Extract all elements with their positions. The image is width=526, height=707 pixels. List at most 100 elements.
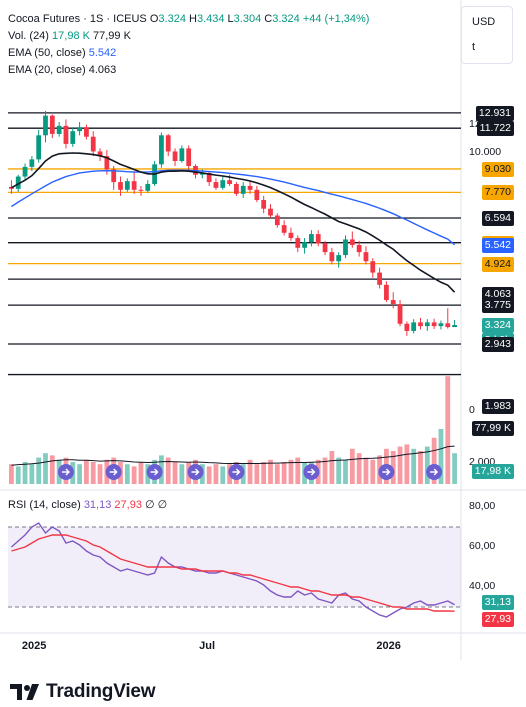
ema20-legend[interactable]: EMA (20, close) 4.063 xyxy=(8,63,116,77)
ema20-value: 4.063 xyxy=(88,64,117,76)
price-label[interactable]: 6.594 xyxy=(481,211,514,227)
price-label[interactable]: 3.775 xyxy=(481,298,514,314)
volume-bar xyxy=(363,457,369,484)
candle-body xyxy=(424,322,430,327)
price-label[interactable]: 7.770 xyxy=(481,185,514,201)
candle-body xyxy=(315,234,321,244)
price-label[interactable]: 12.931 xyxy=(475,105,514,121)
price-label[interactable]: 4.063 xyxy=(481,286,514,302)
ema50-value: 5.542 xyxy=(88,47,117,59)
candle-body xyxy=(343,239,348,256)
open-value: 3.324 xyxy=(158,13,186,25)
candle-body xyxy=(9,186,14,189)
price-label[interactable]: 1.983 xyxy=(481,398,514,414)
volume-bar xyxy=(213,464,219,484)
volume-bar xyxy=(343,459,348,484)
volume-bar xyxy=(179,464,185,484)
volume-bar xyxy=(424,446,430,484)
rsi-legend[interactable]: RSI (14, close) 31,13 27,93 ∅ ∅ xyxy=(8,498,167,512)
volume-ma-line xyxy=(11,445,455,466)
rsi-label[interactable]: 27,93 xyxy=(481,612,514,627)
candle-body xyxy=(274,215,280,226)
price-label[interactable]: 2.943 xyxy=(481,337,514,352)
time-axis-label: 2026 xyxy=(376,640,401,652)
candle-body xyxy=(247,185,253,190)
volume-label[interactable]: 17,98 K xyxy=(471,464,514,479)
volume-bar xyxy=(254,464,260,484)
volume-bar xyxy=(261,462,267,484)
volume-ma-value: 77,99 K xyxy=(93,30,131,42)
candle-body xyxy=(227,180,232,184)
rsi-extra-1: ∅ xyxy=(145,499,155,511)
candle-body xyxy=(199,172,205,175)
candle-body xyxy=(179,148,185,162)
candle-body xyxy=(445,323,451,328)
candle-body xyxy=(349,239,355,245)
price-label[interactable]: 4.924 xyxy=(481,256,514,272)
event-marker-arrow xyxy=(232,468,241,476)
time-axis-label: 2025 xyxy=(21,640,47,652)
volume-legend[interactable]: Vol. (24) 17,98 K 77,99 K xyxy=(8,29,131,43)
price-tick-label: 10.000 xyxy=(469,146,502,158)
candle-body xyxy=(431,322,437,327)
tradingview-logo[interactable]: TradingView xyxy=(10,680,156,704)
event-marker-arrow xyxy=(61,468,70,476)
volume-bar xyxy=(431,437,437,484)
brand-name: TradingView xyxy=(46,681,156,702)
high-label: H xyxy=(189,13,197,25)
candle-body xyxy=(281,225,287,233)
candle-body xyxy=(104,156,110,170)
tradingview-logo-icon xyxy=(10,684,39,700)
candle-body xyxy=(397,304,403,324)
rsi-value: 31,13 xyxy=(83,499,112,511)
candle-body xyxy=(254,189,260,201)
volume-bar xyxy=(43,453,48,484)
volume-bar xyxy=(36,457,42,484)
candle-body xyxy=(261,200,267,209)
candle-body xyxy=(220,180,226,188)
candle-body xyxy=(438,323,444,327)
candle-body xyxy=(240,185,246,194)
candle-body xyxy=(172,151,178,162)
volume-bar xyxy=(356,453,362,484)
price-label[interactable]: 11.722 xyxy=(476,121,514,137)
candle-body xyxy=(309,234,314,243)
candle-body xyxy=(36,135,42,160)
volume-bar xyxy=(349,448,355,484)
volume-bar xyxy=(9,464,14,484)
candle-body xyxy=(186,148,192,167)
candle-body xyxy=(131,181,137,190)
currency-button[interactable]: USD t xyxy=(461,6,513,64)
candle-body xyxy=(159,135,164,165)
rsi-label[interactable]: 31,13 xyxy=(481,595,514,610)
volume-bar xyxy=(84,459,89,484)
candle-body xyxy=(70,131,76,144)
volume-bar xyxy=(370,459,376,484)
candle-body xyxy=(29,159,35,167)
volume-bar xyxy=(124,464,130,484)
volume-label[interactable]: 77,99 K xyxy=(471,421,514,436)
candle-body xyxy=(15,176,21,189)
volume-bar xyxy=(288,459,294,484)
candle-body xyxy=(268,208,273,216)
rsi-band xyxy=(8,527,461,607)
rsi-ma-value: 27,93 xyxy=(114,499,142,511)
volume-bar xyxy=(438,429,444,484)
candle-body xyxy=(206,172,212,183)
symbol-legend[interactable]: Cocoa Futures · 1S · ICEUS O3.324 H3.434… xyxy=(8,12,369,26)
candle-body xyxy=(418,322,423,327)
candle-body xyxy=(49,115,55,134)
price-label[interactable]: 5.542 xyxy=(481,238,514,254)
close-value: 3.324 xyxy=(272,13,300,25)
candle-body xyxy=(56,125,62,134)
price-label[interactable]: 3.324 xyxy=(481,318,514,333)
ema20-line xyxy=(11,152,456,293)
ema50-legend[interactable]: EMA (50, close) 5.542 xyxy=(8,46,116,60)
price-label[interactable]: 9.030 xyxy=(481,161,514,177)
event-marker-arrow xyxy=(382,468,391,476)
candle-body xyxy=(22,166,28,177)
change-value: +44 (+1,34%) xyxy=(302,13,370,25)
candle-body xyxy=(295,238,301,248)
volume-bar xyxy=(165,457,171,484)
